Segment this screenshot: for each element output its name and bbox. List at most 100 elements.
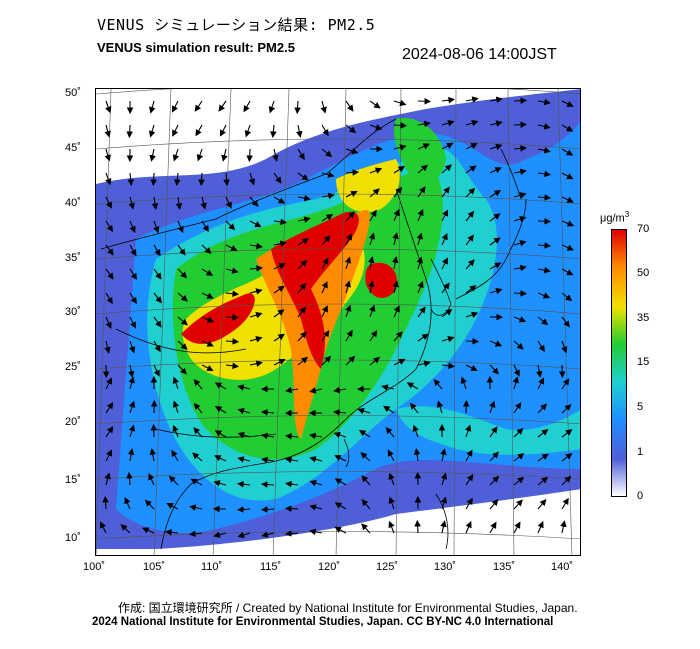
wind-arrow bbox=[193, 402, 203, 414]
graticule bbox=[96, 89, 580, 555]
wind-arrow bbox=[441, 362, 455, 370]
wind-arrow bbox=[513, 521, 521, 534]
wind-arrow bbox=[127, 172, 134, 186]
wind-arrow bbox=[249, 360, 263, 367]
colorbar-label: 5 bbox=[637, 401, 644, 413]
wind-arrow bbox=[537, 316, 549, 326]
wind-arrow bbox=[297, 306, 307, 318]
wind-arrow bbox=[440, 496, 448, 510]
wind-arrow bbox=[105, 220, 113, 233]
wind-arrow bbox=[148, 473, 155, 486]
wind-arrow bbox=[417, 208, 424, 222]
wind-arrow bbox=[489, 451, 499, 462]
wind-arrow bbox=[345, 147, 359, 155]
wind-arrow bbox=[214, 430, 227, 438]
wind-arrow bbox=[260, 481, 275, 488]
wind-arrow bbox=[201, 220, 209, 233]
wind-arrow bbox=[284, 505, 299, 512]
wind-arrow bbox=[537, 340, 545, 353]
wind-arrow bbox=[243, 100, 251, 113]
wind-arrow bbox=[273, 218, 287, 226]
wind-arrow bbox=[441, 335, 455, 343]
wind-arrow bbox=[489, 521, 497, 534]
wind-arrow bbox=[513, 453, 525, 462]
wind-arrow bbox=[345, 355, 356, 366]
wind-arrow bbox=[129, 220, 136, 234]
wind-arrow bbox=[129, 268, 138, 281]
wind-arrow bbox=[561, 403, 572, 414]
wind-arrow bbox=[368, 280, 375, 294]
wind-arrow bbox=[297, 216, 311, 223]
wind-arrow bbox=[561, 316, 570, 328]
wind-arrow bbox=[105, 402, 114, 414]
wind-arrow bbox=[537, 194, 552, 201]
wind-arrow bbox=[296, 124, 303, 138]
wind-arrow bbox=[513, 316, 527, 323]
wind-arrow bbox=[537, 520, 544, 534]
wind-arrow bbox=[320, 100, 327, 114]
wind-arrow bbox=[273, 240, 287, 247]
wind-arrow bbox=[141, 527, 155, 534]
wind-arrow bbox=[561, 340, 568, 354]
wind-arrow bbox=[333, 386, 347, 394]
wind-arrow bbox=[249, 336, 263, 343]
wind-arrow bbox=[465, 285, 477, 294]
wind-arrow bbox=[261, 531, 275, 538]
credit-line: 作成: 国立環境研究所 / Created by National Instit… bbox=[118, 601, 578, 615]
wind-arrow bbox=[489, 498, 499, 510]
wind-arrow bbox=[244, 124, 252, 138]
wind-arrow bbox=[100, 521, 107, 534]
wind-arrow bbox=[537, 217, 552, 225]
wind-arrow bbox=[273, 309, 285, 318]
wind-arrow bbox=[489, 364, 499, 375]
wind-arrow bbox=[513, 340, 524, 350]
wind-arrow bbox=[321, 281, 328, 294]
wind-arrow bbox=[465, 337, 480, 345]
wind-arrow bbox=[441, 186, 450, 198]
wind-arrow bbox=[537, 498, 547, 510]
wind-arrow bbox=[129, 292, 137, 305]
wind-arrow bbox=[369, 304, 376, 318]
wind-arrow bbox=[273, 358, 286, 366]
colorbar-label: 35 bbox=[637, 312, 650, 324]
wind-arrow bbox=[165, 529, 179, 536]
wind-arrow bbox=[489, 213, 501, 222]
wind-arrow bbox=[225, 362, 239, 370]
wind-arrow bbox=[416, 232, 423, 246]
wind-arrow bbox=[409, 402, 419, 414]
wind-arrow bbox=[153, 244, 161, 257]
wind-arrow bbox=[369, 356, 381, 366]
wind-arrow bbox=[172, 376, 179, 390]
wind-arrow bbox=[561, 244, 575, 251]
wind-arrow bbox=[177, 364, 187, 375]
wind-arrow bbox=[345, 124, 357, 134]
wind-arrow bbox=[126, 471, 133, 486]
wind-arrow bbox=[388, 496, 395, 510]
wind-arrow bbox=[177, 292, 188, 302]
wind-arrow bbox=[344, 280, 351, 294]
wind-arrow bbox=[128, 196, 135, 210]
wind-arrow bbox=[381, 384, 395, 391]
wind-arrow bbox=[537, 476, 549, 486]
wind-arrow bbox=[177, 244, 186, 256]
wind-arrow bbox=[237, 531, 251, 539]
timestamp: 2024-08-06 14:00JST bbox=[402, 46, 557, 63]
wind-arrow bbox=[104, 340, 111, 354]
wind-arrow bbox=[360, 452, 371, 462]
wind-arrow bbox=[105, 196, 112, 209]
wind-arrow bbox=[561, 220, 575, 227]
wind-arrow bbox=[513, 264, 527, 272]
wind-arrow bbox=[537, 123, 551, 130]
wind-arrow bbox=[345, 100, 354, 112]
wind-arrow bbox=[201, 364, 214, 372]
wind-arrow bbox=[124, 496, 131, 510]
wind-arrow bbox=[334, 526, 347, 534]
wind-arrow bbox=[369, 100, 381, 109]
wind-arrow bbox=[321, 257, 329, 270]
wind-arrow bbox=[104, 124, 111, 138]
lat-tick: 15˚ bbox=[65, 474, 81, 486]
wind-arrow bbox=[537, 266, 551, 274]
lon-tick: 130˚ bbox=[434, 561, 457, 573]
wind-arrow bbox=[361, 498, 371, 510]
wind-arrow bbox=[460, 376, 467, 390]
